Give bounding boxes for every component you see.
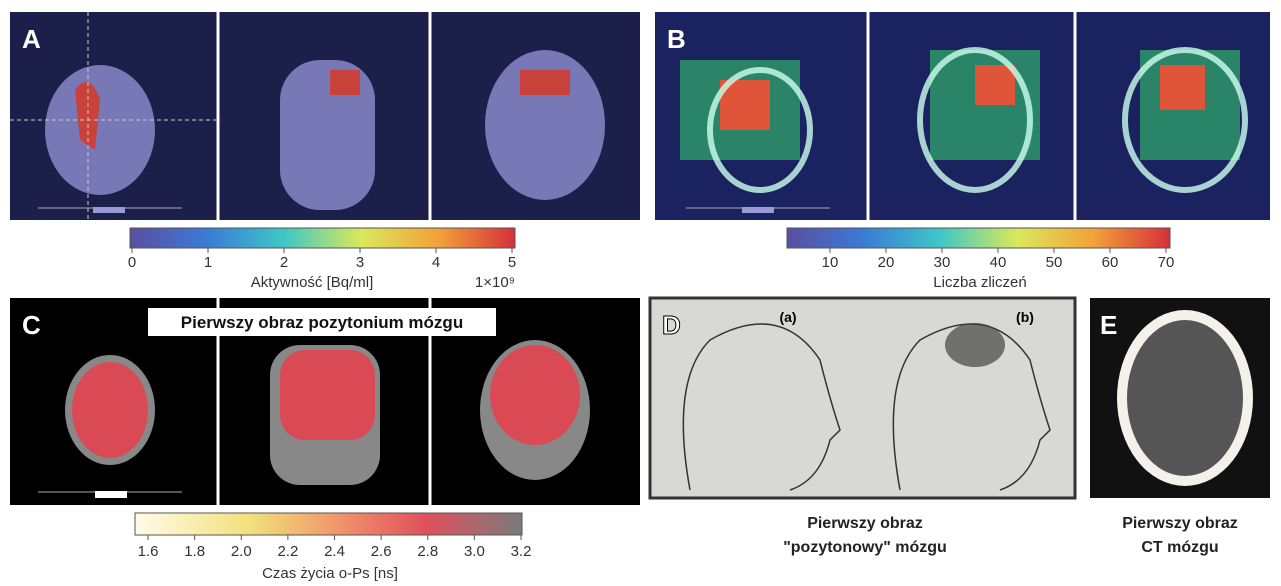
panel-b: B 10 20 30 40 50 60 70 Liczba zliczeń	[655, 12, 1270, 291]
panel-label: E	[1100, 310, 1117, 340]
colorbar-tick-label: 5	[508, 254, 516, 271]
colorbar-tick-label: 70	[1158, 254, 1175, 271]
colorbar-tick-label: 2.0	[231, 543, 252, 560]
colorbar-multiplier: 1×10⁹	[475, 274, 515, 291]
colorbar-tick-label: 60	[1102, 254, 1119, 271]
caption: "pozytonowy" mózgu	[783, 539, 947, 556]
panel-label: D	[662, 310, 681, 340]
panel-label: C	[22, 310, 41, 340]
colorbar-tick-label: 10	[822, 254, 839, 271]
panel-e: E Pierwszy obraz CT mózgu	[1090, 298, 1270, 556]
colorbar-tick-label: 3.0	[464, 543, 485, 560]
colorbar-tick-label: 2	[280, 254, 288, 271]
panel-d: D (a) (b) Pierwszy obraz "pozytonowy" mó…	[650, 298, 1075, 556]
colorbar-tick-label: 2.4	[324, 543, 345, 560]
colorbar-tick-label: 20	[878, 254, 895, 271]
colorbar-title: Aktywność [Bq/ml]	[251, 274, 374, 291]
colorbar-tick-label: 30	[934, 254, 951, 271]
caption: Pierwszy obraz	[1122, 515, 1238, 532]
colorbar-tick-label: 4	[432, 254, 440, 271]
sublabel: (b)	[1016, 309, 1034, 325]
colorbar-tick-label: 50	[1046, 254, 1063, 271]
colorbar-tick-label: 3	[356, 254, 364, 271]
panel-a: A 0 1 2 3 4 5 Aktywność [Bq/ml] 1×10⁹	[10, 12, 640, 291]
colorbar-tick-label: 1.6	[138, 543, 159, 560]
colorbar-tick-label: 3.2	[511, 543, 532, 560]
colorbar-tick-label: 1.8	[184, 543, 205, 560]
colorbar-tick-label: 40	[990, 254, 1007, 271]
panel-c: C Pierwszy obraz pozytonium mózgu 1.6 1.8…	[10, 298, 640, 581]
colorbar-tick-label: 2.6	[371, 543, 392, 560]
colorbar-tick-label: 1	[204, 254, 212, 271]
banner: Pierwszy obraz pozytonium mózgu	[181, 313, 463, 332]
panel-label: A	[22, 24, 41, 54]
caption: CT mózgu	[1141, 539, 1218, 556]
colorbar-title: Liczba zliczeń	[933, 274, 1026, 291]
caption: Pierwszy obraz	[807, 515, 923, 532]
colorbar-tick-label: 0	[128, 254, 136, 271]
sublabel: (a)	[779, 309, 796, 325]
colorbar-tick-label: 2.8	[417, 543, 438, 560]
colorbar-title: Czas życia o-Ps [ns]	[262, 565, 398, 581]
panel-label: B	[667, 24, 686, 54]
colorbar-tick-label: 2.2	[277, 543, 298, 560]
figure: A 0 1 2 3 4 5 Aktywność [Bq/ml] 1×10⁹ B 10 20 3…	[0, 0, 1281, 581]
